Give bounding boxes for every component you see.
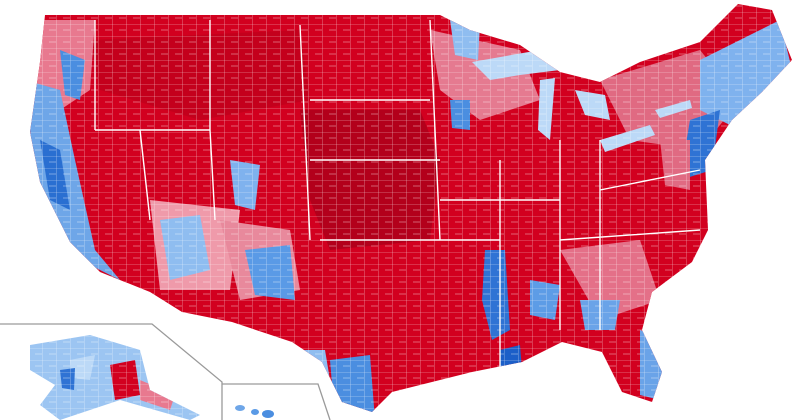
inset-dividers [0, 323, 331, 420]
county-lines [30, 335, 200, 420]
state-borders [94, 19, 701, 380]
island [235, 405, 245, 411]
hawaii [235, 405, 274, 418]
alaska [30, 335, 200, 420]
island [251, 409, 259, 415]
island [262, 410, 274, 418]
